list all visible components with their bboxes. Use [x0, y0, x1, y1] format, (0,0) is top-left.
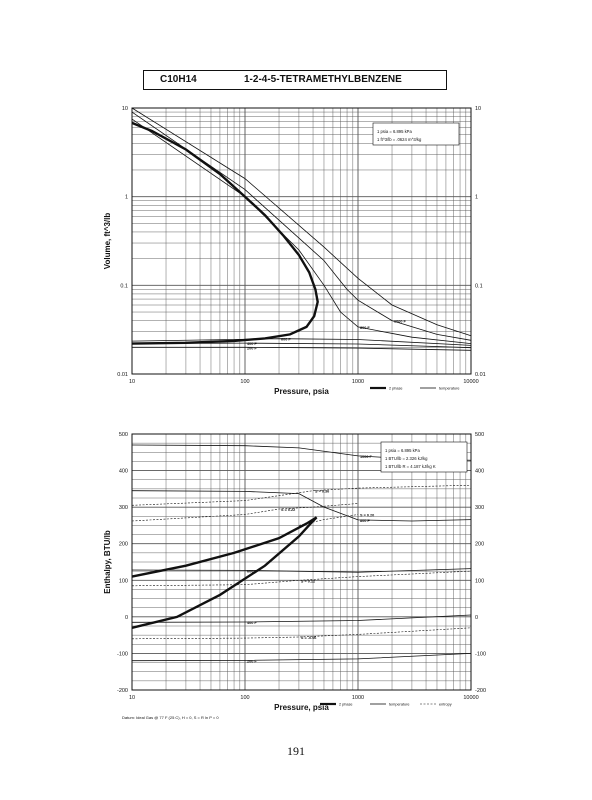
conversion-note: 1 ft^3/lb = .0624 m^3/kg	[377, 137, 422, 142]
x-tick-label: 10000	[463, 379, 478, 385]
compound-formula: C10H14	[160, 74, 197, 85]
temperature-label: 1000 F	[360, 455, 373, 459]
y-tick-label-left: -200	[117, 688, 128, 694]
datum-note: Datum: Ideal Gas @ 77 F (25 C), H = 0, S…	[122, 715, 219, 720]
temperature-line	[131, 653, 472, 662]
entropy-label: S = 0.22	[281, 508, 295, 512]
temperature-line	[131, 614, 472, 623]
grid-lines	[131, 433, 471, 691]
temperature-label: 600 F	[247, 569, 257, 573]
legend-label: temperature	[389, 703, 409, 707]
y-tick-label-left: 200	[119, 542, 128, 548]
conversion-note: 1 BTU/lb = 2.326 kJ/kg	[385, 456, 428, 461]
entropy-line	[131, 627, 472, 640]
conversion-notes-box	[372, 122, 460, 146]
conversion-notes-box	[380, 441, 468, 473]
entropy-line	[131, 484, 472, 506]
y-tick-label-right: 400	[475, 469, 484, 475]
y-tick-label-left: 1	[125, 195, 128, 201]
conversion-note: 1 psia = 6.895 kPa	[385, 448, 420, 453]
grid-lines	[131, 108, 471, 375]
y-tick-label-left: 0	[125, 615, 128, 621]
page-number: 191	[287, 744, 305, 758]
y-tick-label-right: 500	[475, 432, 484, 438]
title-box: C10H14 1-2-4-5-TETRAMETHYLBENZENE	[143, 70, 447, 90]
y-tick-label-left: 0.01	[117, 372, 128, 378]
y-tick-label-right: 100	[475, 578, 484, 584]
y-tick-label-left: 10	[122, 106, 128, 112]
y-tick-label-right: 200	[475, 542, 484, 548]
entropy-line	[131, 503, 359, 522]
y-axis-label: Enthalpy, BTU/lb	[103, 530, 112, 594]
legend-label: 2 phase	[339, 703, 353, 707]
temperature-line	[131, 342, 472, 349]
legend-label: temperature	[439, 387, 459, 391]
x-tick-label: 100	[240, 379, 249, 385]
x-tick-label: 10	[129, 379, 135, 385]
y-tick-label-right: 10	[475, 106, 481, 112]
x-tick-label: 10	[129, 695, 135, 701]
y-tick-label-right: -200	[475, 688, 486, 694]
temperature-label: 400 F	[247, 621, 257, 625]
y-tick-label-left: 500	[119, 432, 128, 438]
temperature-line	[131, 111, 472, 341]
y-tick-label-left: 0.1	[120, 283, 128, 289]
legend: 2 phase temperature	[370, 387, 459, 391]
x-tick-label: 1000	[352, 379, 364, 385]
temperature-label: 600 F	[281, 338, 291, 342]
x-axis-label: Pressure, psia	[274, 703, 329, 712]
entropy-label: S = 0.36	[315, 490, 329, 494]
temperature-label: 200 F	[247, 346, 257, 350]
conversion-note: 1 BTU/lb R = 4.187 kJ/kg K	[385, 464, 436, 469]
temperature-label: 800 F	[360, 519, 370, 523]
temperature-line	[131, 107, 472, 337]
temperature-line	[131, 490, 472, 522]
y-tick-label-right: 300	[475, 505, 484, 511]
temperature-line	[131, 118, 472, 344]
entropy-label: S = 0.20	[360, 513, 374, 517]
y-tick-label-right: 0.1	[475, 283, 483, 289]
two-phase-envelope	[131, 516, 318, 629]
entropy-line	[131, 570, 472, 587]
temperature-label: 200 F	[247, 659, 257, 663]
conversion-notes: 1 psia = 6.895 kPa 1 ft^3/lb = .0624 m^3/…	[372, 122, 460, 146]
y-axis-label: Volume, ft^3/lb	[103, 213, 112, 270]
entropy-label: S = 0.12	[301, 579, 315, 583]
y-tick-label-left: 300	[119, 505, 128, 511]
temperature-label: 800 F	[360, 326, 370, 330]
y-tick-label-left: -100	[117, 651, 128, 657]
x-tick-label: 100	[240, 695, 249, 701]
plot-frame	[131, 433, 472, 691]
plot-frame	[131, 107, 472, 375]
legend-label: 2 phase	[389, 387, 403, 391]
entropy-label: S = -0.06	[301, 636, 317, 640]
compound-name: 1-2-4-5-TETRAMETHYLBENZENE	[244, 74, 402, 85]
x-tick-label: 1000	[352, 695, 364, 701]
two-phase-envelope	[131, 121, 319, 345]
temperature-label: 400 F	[247, 342, 257, 346]
temperature-line	[131, 568, 472, 573]
conversion-notes: 1 psia = 6.895 kPa 1 BTU/lb = 2.326 kJ/kg…	[380, 441, 468, 473]
y-tick-label-left: 400	[119, 469, 128, 475]
legend: 2 phase temperature entropy	[320, 703, 452, 707]
entropy-line	[298, 514, 359, 526]
conversion-note: 1 psia = 6.895 kPa	[377, 129, 412, 134]
legend-label: entropy	[439, 703, 452, 707]
temperature-label: 1000 F	[394, 320, 407, 324]
x-tick-label: 10000	[463, 695, 478, 701]
y-tick-label-right: 0.01	[475, 372, 486, 378]
temperature-line	[132, 346, 472, 351]
x-axis-label: Pressure, psia	[274, 387, 329, 396]
temperature-line	[131, 338, 472, 346]
y-tick-label-right: -100	[475, 651, 486, 657]
y-tick-label-left: 100	[119, 578, 128, 584]
y-tick-label-right: 1	[475, 195, 478, 201]
y-tick-label-right: 0	[475, 615, 478, 621]
